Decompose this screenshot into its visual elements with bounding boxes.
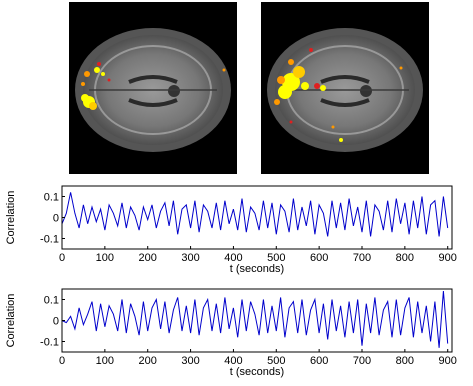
brain-image-right <box>261 2 429 174</box>
y-tick-label: -0.1 <box>40 234 59 246</box>
y-tick-label: 0.1 <box>44 192 59 204</box>
x-tick-label: 0 <box>59 355 65 367</box>
y-axis-label: Correlation <box>5 294 17 348</box>
activation-blobs-right <box>274 48 403 142</box>
x-tick-label: 300 <box>181 355 199 367</box>
y-axis-label: Correlation <box>5 191 17 245</box>
x-tick-label: 800 <box>396 355 414 367</box>
series-line <box>61 192 449 237</box>
x-tick-label: 100 <box>96 252 114 264</box>
plot-svg: 0 100 200 300 400 500 600 700 800 900-0.100.1t (s… <box>5 185 457 275</box>
x-tick-label: 400 <box>224 355 242 367</box>
correlation-plot-bottom: 0 100 200 300 400 500 600 700 800 900 -0.1 0 0.1 t (s… <box>0 281 473 381</box>
x-tick-label: 600 <box>310 355 328 367</box>
x-tick-label: 500 <box>267 355 285 367</box>
brain-slice-right <box>261 2 429 174</box>
x-tick-label: 100 <box>96 355 114 367</box>
x-tick-label: 700 <box>353 252 371 264</box>
x-tick-label: 900 <box>439 355 457 367</box>
x-tick-label: 600 <box>310 252 328 264</box>
x-tick-label: 200 <box>139 252 157 264</box>
x-tick-label: 700 <box>353 355 371 367</box>
brain-slice-left <box>69 2 237 174</box>
y-tick-label: 0 <box>53 213 59 225</box>
x-axis-label: t (seconds) <box>230 366 284 378</box>
x-tick-label: 500 <box>267 252 285 264</box>
x-tick-label: 800 <box>396 252 414 264</box>
y-tick-label: 0.1 <box>44 295 59 307</box>
activation-blobs-left <box>81 62 226 110</box>
x-axis-label: t (seconds) <box>230 263 284 275</box>
y-tick-label: -0.1 <box>40 337 59 349</box>
brain-image-left <box>69 2 237 174</box>
y-tick-label: 0 <box>53 316 59 328</box>
x-tick-label: 900 <box>439 252 457 264</box>
x-tick-label: 200 <box>139 355 157 367</box>
x-tick-label: 0 <box>59 252 65 264</box>
x-tick-label: 400 <box>224 252 242 264</box>
correlation-plot-top: 0 100 200 300 400 500 600 700 800 900 -0.1 0 0.1 t (s… <box>0 178 473 280</box>
x-tick-label: 300 <box>181 252 199 264</box>
series-line <box>61 291 449 348</box>
plot-svg: 0 100 200 300 400 500 600 700 800 900-0.100.1t (s… <box>5 288 457 378</box>
